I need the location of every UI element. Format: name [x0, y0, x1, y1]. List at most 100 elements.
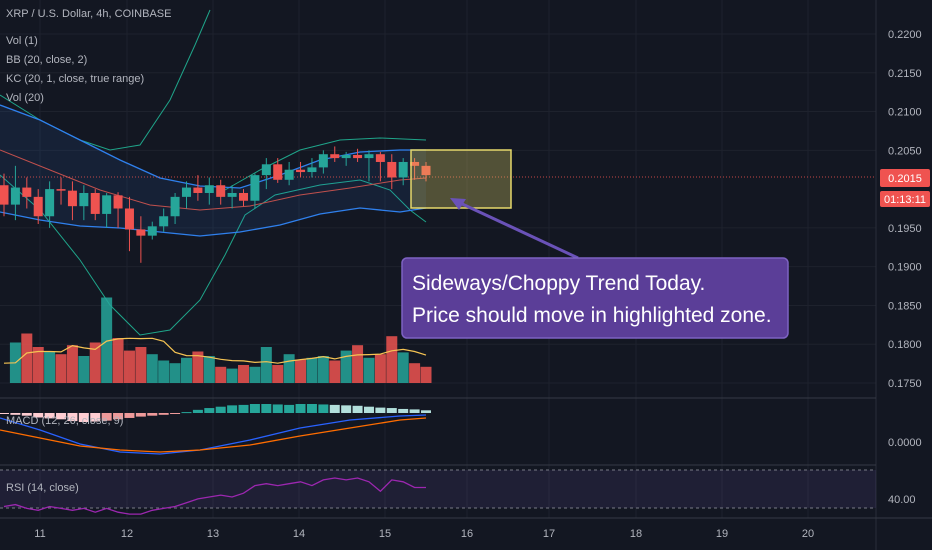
- indicator-label-vol1[interactable]: Vol (1): [6, 35, 38, 47]
- volume-bar: [78, 356, 90, 383]
- macd-hist-bar: [124, 413, 135, 418]
- time-tick-label: 12: [121, 528, 133, 540]
- candle-body: [204, 185, 214, 193]
- candle-body: [330, 154, 340, 159]
- volume-bar: [329, 360, 341, 383]
- volume-bar: [101, 297, 113, 383]
- volume-bar: [169, 363, 181, 383]
- volume-bar: [146, 354, 158, 383]
- macd-hist-bar: [284, 404, 295, 413]
- volume-bar: [203, 356, 215, 383]
- macd-hist-bar: [306, 404, 317, 413]
- volume-bar: [306, 357, 318, 383]
- rsi-line: [3, 477, 426, 515]
- time-tick-label: 20: [802, 528, 814, 540]
- price-tick-label: 0.1750: [888, 378, 922, 390]
- candle-body: [227, 192, 237, 197]
- volume-bar: [317, 356, 329, 383]
- macd-hist-bar: [204, 408, 215, 413]
- volume-bar: [21, 333, 33, 383]
- macd-hist-bar: [0, 413, 9, 414]
- candle-body: [0, 185, 9, 205]
- macd-hist-bar: [409, 409, 420, 413]
- macd-hist-bar: [352, 405, 363, 413]
- macd-hist-bar: [78, 413, 89, 422]
- candle-body: [341, 154, 351, 159]
- candle-body: [113, 195, 123, 209]
- macd-hist-bar: [386, 408, 397, 413]
- time-tick-label: 11: [34, 528, 45, 540]
- macd-hist-bar: [272, 404, 283, 413]
- volume-bar: [409, 363, 421, 383]
- time-tick-label: 19: [716, 528, 728, 540]
- macd-hist-bar: [101, 413, 112, 421]
- macd-hist-bar: [375, 407, 386, 413]
- volume-bar: [32, 347, 44, 383]
- volume-bar: [158, 360, 170, 383]
- macd-hist-bar: [10, 413, 21, 415]
- candle-body: [170, 196, 180, 217]
- price-axis[interactable]: 0.2200 0.2150 0.2100 0.2050 0.1950 0.1900 0.18…: [888, 29, 922, 390]
- symbol-title[interactable]: XRP / U.S. Dollar, 4h, COINBASE: [6, 8, 171, 20]
- highlight-zone[interactable]: [410, 149, 512, 209]
- macd-hist-bar: [341, 405, 352, 413]
- time-axis[interactable]: 11 12 13 14 15 16 17 18 19 20: [34, 528, 814, 540]
- indicator-label-bb[interactable]: BB (20, close, 2): [6, 54, 87, 66]
- macd-hist-bar: [21, 413, 32, 416]
- macd-hist-bar: [67, 413, 78, 422]
- macd-tick: 0.0000: [888, 437, 922, 449]
- time-tick-label: 15: [379, 528, 391, 540]
- volume-bar: [123, 350, 135, 383]
- rsi-band: [0, 470, 876, 508]
- candle-body: [261, 164, 271, 176]
- indicator-label-kc[interactable]: KC (20, 1, close, true range): [6, 73, 144, 85]
- macd-hist-bar: [421, 410, 431, 413]
- macd-hist-bar: [363, 406, 374, 413]
- volume-ma-line: [3, 337, 427, 364]
- rsi-tick: 40.00: [888, 494, 916, 506]
- candles: [0, 146, 431, 263]
- last-price-value: 0.2015: [888, 173, 922, 185]
- legend: XRP / U.S. Dollar, 4h, COINBASE Vol (1) …: [6, 8, 171, 494]
- price-tick-label: 0.2050: [888, 145, 922, 157]
- macd-hist-bar: [329, 404, 340, 413]
- candle-body: [159, 216, 169, 227]
- candle-body: [102, 195, 112, 214]
- indicator-label-vol20[interactable]: Vol (20): [6, 92, 44, 104]
- macd-hist-bar: [295, 404, 306, 413]
- candle-body: [10, 187, 20, 205]
- candle-body: [136, 229, 146, 236]
- annotation-callout[interactable]: Sideways/Choppy Trend Today. Price shoul…: [401, 257, 789, 339]
- candle-body: [318, 154, 328, 168]
- candle-body: [33, 196, 43, 217]
- macd-hist-bar: [192, 409, 203, 413]
- price-tick-label: 0.1950: [888, 223, 922, 235]
- volume-bar: [238, 365, 250, 383]
- bb-lower-band: [0, 174, 427, 336]
- macd-hist-bar: [135, 413, 146, 417]
- macd-pane: [0, 404, 431, 455]
- volume-bar: [352, 345, 364, 383]
- macd-label[interactable]: MACD (12, 26, close, 9): [6, 415, 123, 427]
- annotation-arrowhead: [450, 198, 466, 210]
- macd-hist-bar: [215, 406, 226, 413]
- volume-bar: [374, 354, 386, 383]
- volume-bar: [135, 347, 147, 383]
- macd-hist-bar: [227, 405, 238, 413]
- macd-hist-bar: [249, 404, 260, 413]
- volume-bar: [363, 357, 375, 383]
- volume-bar: [44, 351, 56, 383]
- candle-body: [250, 175, 260, 201]
- rsi-label[interactable]: RSI (14, close): [6, 482, 79, 494]
- volume-bar: [112, 338, 124, 383]
- candle-body: [22, 187, 32, 197]
- countdown-value: 01:13:11: [884, 194, 926, 206]
- volume-bar: [89, 342, 101, 383]
- volume-bar: [66, 345, 78, 383]
- candle-body: [193, 187, 203, 193]
- candle-body: [387, 161, 397, 178]
- macd-hist-bar: [56, 413, 67, 420]
- price-tick-label: 0.1800: [888, 339, 922, 351]
- macd-hist-bar: [181, 412, 192, 414]
